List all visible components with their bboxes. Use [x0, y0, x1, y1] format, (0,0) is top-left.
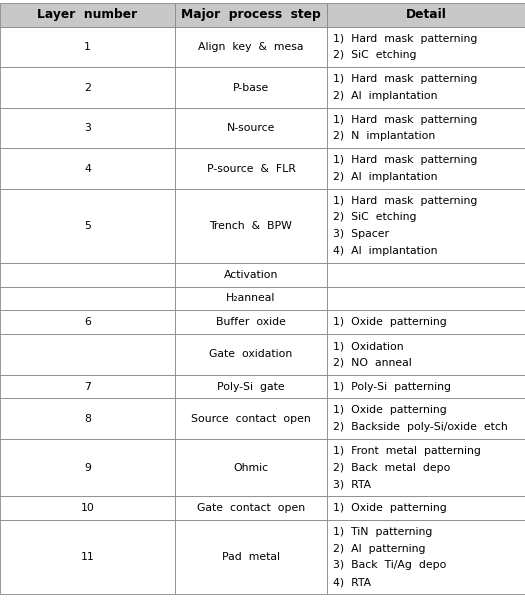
Text: Major  process  step: Major process step: [181, 8, 321, 22]
Bar: [175, 520, 327, 594]
Bar: [327, 496, 525, 520]
Text: 3)  Spacer: 3) Spacer: [333, 229, 390, 239]
Text: 3)  Back  Ti/Ag  depo: 3) Back Ti/Ag depo: [333, 560, 447, 571]
Bar: [175, 310, 327, 334]
Bar: [175, 108, 327, 148]
Text: 3)  RTA: 3) RTA: [333, 479, 372, 490]
Bar: [175, 148, 327, 189]
Bar: [0, 67, 175, 108]
Text: 2)  Back  metal  depo: 2) Back metal depo: [333, 463, 451, 473]
Text: N-source: N-source: [227, 123, 275, 133]
Bar: [327, 374, 525, 398]
Bar: [327, 520, 525, 594]
Bar: [327, 3, 525, 27]
Bar: [0, 263, 175, 287]
Bar: [175, 3, 327, 27]
Bar: [327, 148, 525, 189]
Bar: [0, 189, 175, 263]
Bar: [175, 439, 327, 496]
Bar: [327, 439, 525, 496]
Text: 1)  Hard  mask  patterning: 1) Hard mask patterning: [333, 115, 478, 125]
Text: 4)  Al  implantation: 4) Al implantation: [333, 246, 438, 256]
Text: 1)  Oxide  patterning: 1) Oxide patterning: [333, 317, 447, 327]
Text: 5: 5: [84, 221, 91, 231]
Text: Layer  number: Layer number: [37, 8, 138, 22]
Text: 1: 1: [84, 42, 91, 52]
Bar: [0, 310, 175, 334]
Text: 2)  Al  implantation: 2) Al implantation: [333, 172, 438, 182]
Bar: [327, 67, 525, 108]
Text: 2)  Al  patterning: 2) Al patterning: [333, 544, 426, 554]
Bar: [327, 334, 525, 374]
Bar: [0, 520, 175, 594]
Bar: [327, 310, 525, 334]
Bar: [327, 108, 525, 148]
Text: Ohmic: Ohmic: [234, 463, 268, 473]
Text: 1)  Oxide  patterning: 1) Oxide patterning: [333, 406, 447, 415]
Text: 1)  Oxide  patterning: 1) Oxide patterning: [333, 503, 447, 513]
Text: Detail: Detail: [406, 8, 446, 22]
Text: 1)  Oxidation: 1) Oxidation: [333, 341, 404, 351]
Bar: [0, 287, 175, 310]
Text: 3: 3: [84, 123, 91, 133]
Bar: [327, 189, 525, 263]
Text: 1)  TiN  patterning: 1) TiN patterning: [333, 527, 433, 537]
Text: 8: 8: [84, 414, 91, 424]
Bar: [175, 27, 327, 67]
Bar: [0, 3, 175, 27]
Text: Pad  metal: Pad metal: [222, 552, 280, 562]
Bar: [327, 263, 525, 287]
Bar: [327, 398, 525, 439]
Text: 1)  Hard  mask  patterning: 1) Hard mask patterning: [333, 155, 478, 165]
Text: 11: 11: [80, 552, 94, 562]
Text: Buffer  oxide: Buffer oxide: [216, 317, 286, 327]
Text: 1)  Hard  mask  patterning: 1) Hard mask patterning: [333, 196, 478, 206]
Bar: [0, 374, 175, 398]
Bar: [0, 108, 175, 148]
Text: 1)  Hard  mask  patterning: 1) Hard mask patterning: [333, 34, 478, 44]
Text: H₂anneal: H₂anneal: [226, 293, 276, 304]
Text: 2)  SiC  etching: 2) SiC etching: [333, 50, 417, 61]
Bar: [175, 67, 327, 108]
Text: 2)  NO  anneal: 2) NO anneal: [333, 358, 412, 368]
Bar: [0, 398, 175, 439]
Text: 2)  Al  implantation: 2) Al implantation: [333, 91, 438, 101]
Text: Poly-Si  gate: Poly-Si gate: [217, 382, 285, 392]
Bar: [175, 496, 327, 520]
Bar: [175, 398, 327, 439]
Bar: [175, 189, 327, 263]
Bar: [327, 27, 525, 67]
Text: 1)  Front  metal  patterning: 1) Front metal patterning: [333, 446, 481, 456]
Bar: [0, 148, 175, 189]
Text: Gate  oxidation: Gate oxidation: [209, 349, 292, 359]
Text: 4: 4: [84, 164, 91, 173]
Bar: [0, 334, 175, 374]
Bar: [175, 334, 327, 374]
Bar: [175, 374, 327, 398]
Text: Trench  &  BPW: Trench & BPW: [209, 221, 292, 231]
Text: P-source  &  FLR: P-source & FLR: [206, 164, 296, 173]
Text: 2)  SiC  etching: 2) SiC etching: [333, 212, 417, 223]
Bar: [0, 496, 175, 520]
Bar: [175, 287, 327, 310]
Text: Gate  contact  open: Gate contact open: [197, 503, 305, 513]
Text: Source  contact  open: Source contact open: [191, 414, 311, 424]
Text: 2)  N  implantation: 2) N implantation: [333, 131, 436, 142]
Text: 4)  RTA: 4) RTA: [333, 577, 372, 587]
Bar: [0, 27, 175, 67]
Bar: [175, 263, 327, 287]
Text: 6: 6: [84, 317, 91, 327]
Text: Activation: Activation: [224, 270, 278, 280]
Text: 7: 7: [84, 382, 91, 392]
Bar: [327, 287, 525, 310]
Text: Align  key  &  mesa: Align key & mesa: [198, 42, 303, 52]
Text: 9: 9: [84, 463, 91, 473]
Text: 1)  Hard  mask  patterning: 1) Hard mask patterning: [333, 74, 478, 84]
Text: 2)  Backside  poly-Si/oxide  etch: 2) Backside poly-Si/oxide etch: [333, 422, 508, 432]
Text: 2: 2: [84, 83, 91, 92]
Text: 10: 10: [80, 503, 94, 513]
Text: 1)  Poly-Si  patterning: 1) Poly-Si patterning: [333, 382, 452, 392]
Text: P-base: P-base: [233, 83, 269, 92]
Bar: [0, 439, 175, 496]
